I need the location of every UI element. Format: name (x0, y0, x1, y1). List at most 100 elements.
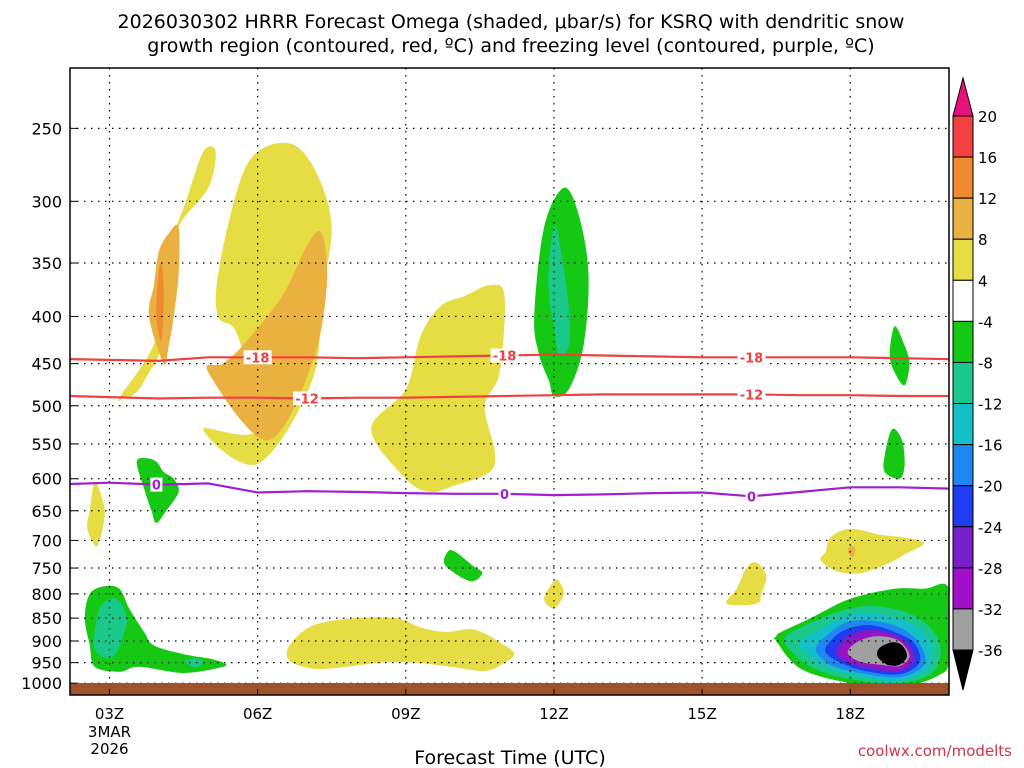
ground-surface (70, 683, 949, 695)
colorbar-segment-12 (952, 608, 974, 651)
dgz-minus-12-label-0: -12 (295, 392, 319, 407)
y-tick-label-900: 900 (31, 632, 62, 651)
colorbar-segment-10 (952, 526, 974, 569)
freezing-level-label-bg-1 (498, 486, 511, 501)
y-tick-label-1000: 1000 (21, 674, 62, 693)
dgz-minus-18-label-0: -18 (246, 351, 270, 366)
colorbar-segment-3 (952, 238, 974, 281)
colorbar-segment-9 (952, 485, 974, 528)
y-tick-label-450: 450 (31, 355, 62, 374)
colorbar-segment-11 (952, 567, 974, 610)
omega-region-14 (443, 549, 483, 582)
freezing-level-label-bg-0 (150, 477, 163, 492)
colorbar-label-0: 20 (978, 108, 997, 126)
colorbar-bottom-arrow (952, 649, 974, 691)
y-tick-label-600: 600 (31, 470, 62, 489)
x-tick-label-6: 06Z (243, 705, 272, 723)
omega-region-17 (820, 528, 925, 574)
colorbar-label-4: 4 (978, 272, 988, 290)
temperature-contours: -18 -18 -18 -12 -12 0 0 0 (70, 348, 949, 505)
plot-area: -18 -18 -18 -12 -12 0 0 0 (69, 67, 950, 696)
x-axis-label: Forecast Time (UTC) (414, 747, 605, 768)
colorbar-label-11: -28 (978, 560, 1003, 578)
omega-region-16 (726, 562, 767, 606)
y-tick-label-950: 950 (31, 654, 62, 673)
freezing-level-label-bg-2 (745, 489, 758, 504)
dgz-minus-18-label-bg-2 (737, 350, 766, 365)
dgz-minus-18-label-bg-0 (243, 350, 272, 365)
colorbar-label-8: -16 (978, 437, 1003, 455)
dgz-minus-12-label-1: -12 (740, 388, 764, 403)
x-tick-label-15: 15Z (687, 705, 716, 723)
y-tick-label-500: 500 (31, 397, 62, 416)
colorbar-segment-8 (952, 444, 974, 487)
colorbar-segment-1 (952, 156, 974, 199)
omega-region-4 (156, 262, 164, 342)
chart-title-line2: growth region (contoured, red, ºC) and f… (147, 35, 874, 57)
omega-region-20 (889, 326, 910, 386)
colorbar: 20 16 12 8 4 -4 -8 -12 -16 -20 -24 -28 -32 -36 (952, 76, 1003, 691)
dgz-minus-12-label-bg-1 (737, 387, 766, 402)
colorbar-label-7: -12 (978, 396, 1003, 414)
colorbar-label-6: -8 (978, 354, 993, 372)
y-tick-label-700: 700 (31, 531, 62, 550)
y-tick-label-750: 750 (31, 559, 62, 578)
omega-region-0 (118, 146, 216, 401)
x-tick-date: 3MAR (88, 723, 131, 741)
x-tick-label-18: 18Z (836, 705, 865, 723)
y-tick-label-300: 300 (31, 192, 62, 211)
omega-shading (84, 142, 949, 688)
y-tick-label-250: 250 (31, 119, 62, 138)
omega-region-11 (93, 598, 128, 659)
omega-region-18 (847, 546, 856, 558)
colorbar-label-12: -32 (978, 601, 1003, 619)
y-tick-label-400: 400 (31, 307, 62, 326)
dgz-minus-12-label-bg-0 (293, 391, 322, 406)
colorbar-label-2: 12 (978, 190, 997, 208)
colorbar-label-1: 16 (978, 149, 997, 167)
colorbar-segment-6 (952, 361, 974, 405)
dgz-minus-12-line (70, 393, 949, 400)
omega-region-8 (86, 481, 105, 547)
omega-region-12 (184, 658, 204, 668)
colorbar-segment-5 (952, 320, 974, 363)
y-tick-label-550: 550 (31, 435, 62, 454)
colorbar-segment-4 (952, 279, 974, 322)
y-axis: 250 300 350 400 450 500 550 600 650 700 750 800 850 9… (21, 119, 77, 693)
omega-region-29 (876, 642, 908, 666)
colorbar-segment-2 (952, 197, 974, 240)
colorbar-label-5: -4 (978, 313, 993, 331)
dgz-minus-18-label-bg-1 (490, 348, 519, 363)
y-tick-label-350: 350 (31, 254, 62, 273)
dgz-minus-18-contour: -18 -18 -18 (70, 348, 949, 366)
y-tick-label-650: 650 (31, 502, 62, 521)
x-tick-label-3: 03Z (95, 705, 124, 723)
freezing-level-label-1: 0 (500, 488, 509, 503)
dgz-minus-18-label-2: -18 (740, 351, 764, 366)
omega-region-2 (148, 224, 180, 365)
omega-region-5 (371, 284, 506, 493)
omega-region-21 (883, 428, 905, 479)
omega-region-13 (286, 617, 515, 672)
plot-frame (69, 67, 950, 696)
x-tick-year: 2026 (90, 740, 128, 758)
y-tick-label-800: 800 (31, 585, 62, 604)
dgz-minus-12-contour: -12 -12 (70, 387, 949, 407)
colorbar-label-9: -20 (978, 478, 1003, 496)
freezing-level-label-0: 0 (152, 479, 161, 494)
colorbar-segment-7 (952, 403, 974, 446)
chart-title-line1: 2026030302 HRRR Forecast Omega (shaded, … (118, 11, 905, 33)
colorbar-top-arrow (952, 76, 974, 117)
x-tick-label-9: 09Z (391, 705, 420, 723)
colorbar-segment-0 (952, 115, 974, 158)
y-tick-label-850: 850 (31, 609, 62, 628)
colorbar-label-3: 8 (978, 231, 988, 249)
colorbar-label-13: -36 (978, 642, 1003, 660)
freezing-level-contour: 0 0 0 (70, 477, 949, 505)
colorbar-label-10: -24 (978, 519, 1003, 537)
omega-region-3 (206, 231, 328, 441)
dgz-minus-18-label-1: -18 (493, 350, 517, 365)
freezing-level-label-2: 0 (747, 490, 756, 505)
